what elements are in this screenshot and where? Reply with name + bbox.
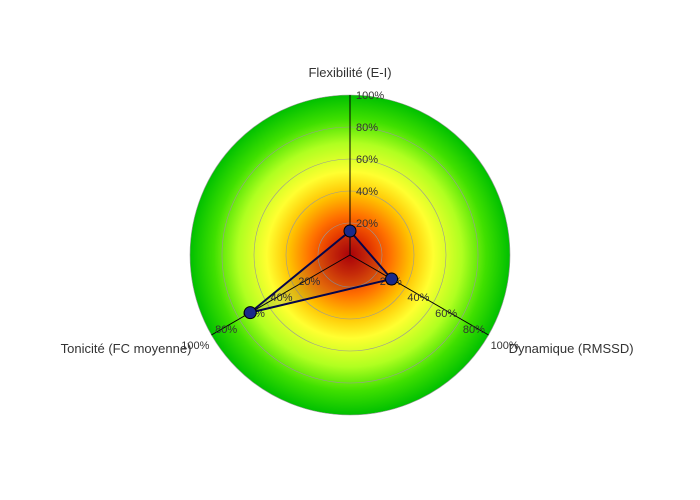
axis-title-flex: Flexibilité (E-I) [308, 65, 391, 80]
tick-label: 40% [356, 186, 378, 198]
axis-title-dyn: Dynamique (RMSSD) [509, 341, 634, 356]
tick-label: 80% [215, 324, 237, 336]
radar-chart: 20%40%60%80%100%Flexibilité (E-I)20%40%6… [0, 0, 700, 500]
tick-label: 60% [435, 308, 457, 320]
radar-svg: 20%40%60%80%100%Flexibilité (E-I)20%40%6… [0, 0, 700, 500]
data-marker [244, 307, 256, 319]
data-marker [386, 273, 398, 285]
axis-title-ton: Tonicité (FC moyenne) [61, 341, 192, 356]
tick-label: 100% [356, 90, 384, 102]
tick-label: 80% [356, 122, 378, 134]
tick-label: 80% [463, 324, 485, 336]
data-marker [344, 225, 356, 237]
tick-label: 60% [356, 154, 378, 166]
tick-label: 20% [356, 218, 378, 230]
tick-label: 40% [407, 292, 429, 304]
